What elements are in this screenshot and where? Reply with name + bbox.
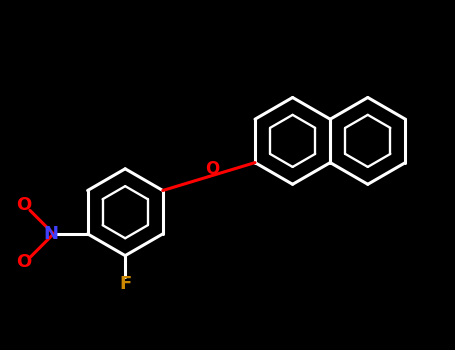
Text: F: F <box>119 274 131 293</box>
Text: O: O <box>16 253 31 272</box>
Text: O: O <box>16 196 31 215</box>
Text: N: N <box>43 225 58 243</box>
Text: O: O <box>205 160 219 178</box>
